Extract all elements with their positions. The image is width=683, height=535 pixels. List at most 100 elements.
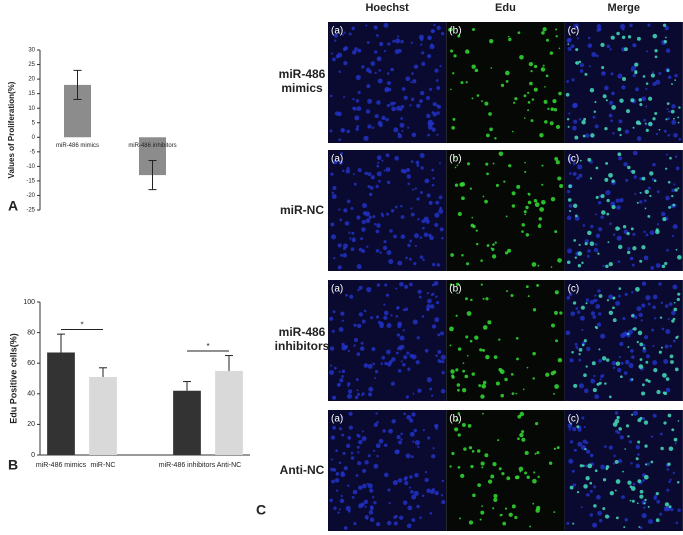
nucleus [370,61,376,66]
nucleus [410,212,415,217]
edu-cell [602,507,606,511]
micrograph: (b) [446,150,565,271]
nucleus [376,155,382,161]
edu-cell [474,335,479,340]
nucleus [578,118,582,121]
edu-cell [662,23,667,27]
edu-cell [626,109,631,114]
nucleus [651,178,655,181]
nucleus [577,164,583,170]
nucleus [346,393,352,399]
edu-cell [597,252,600,255]
nucleus [402,500,408,506]
nucleus [620,361,624,365]
edu-cell [620,375,623,379]
nucleus [393,101,396,105]
nucleus [441,499,446,505]
nucleus [434,490,439,496]
edu-cell [554,384,560,389]
nucleus [419,255,424,259]
y-tick-label: 20 [27,421,35,428]
edu-cell [550,266,553,268]
nucleus [341,369,346,374]
nucleus [624,129,630,134]
edu-cell [626,232,630,236]
edu-cell [573,203,578,208]
nucleus [353,323,357,327]
edu-cell [498,151,504,157]
nucleus [366,287,372,293]
edu-cell [492,243,495,246]
nucleus [340,311,345,316]
nucleus [406,351,410,355]
edu-cell [553,392,555,395]
nucleus [575,307,579,310]
edu-cell [488,112,492,116]
nucleus [576,37,580,40]
edu-cell [523,210,527,214]
nucleus [381,159,384,162]
nucleus [428,233,432,238]
edu-cell [641,176,646,181]
edu-cell [465,297,468,301]
edu-cell [631,378,634,381]
edu-cell [462,362,465,364]
nucleus [598,27,602,32]
nucleus [655,132,659,136]
edu-cell [602,94,607,99]
nucleus [411,412,416,417]
nucleus [436,25,441,31]
edu-cell [662,391,666,395]
nucleus [666,468,670,471]
nucleus [355,74,361,81]
edu-cell [674,79,677,81]
nucleus [405,256,408,260]
nucleus [621,27,625,31]
nucleus [338,508,341,511]
nucleus [628,363,634,369]
edu-cell [545,38,549,42]
edu-cell [515,392,518,395]
nucleus [652,305,656,310]
edu-cell [649,194,652,198]
edu-cell [528,61,534,67]
nucleus [634,87,639,92]
edu-cell [511,130,514,133]
edu-cell [644,207,647,210]
edu-cell [490,474,495,479]
micrograph: (a) [328,410,447,531]
edu-cell [482,297,485,300]
edu-cell [465,81,468,84]
edu-cell [660,446,664,451]
edu-cell [643,502,646,505]
nucleus [425,219,430,224]
edu-cell [524,213,526,216]
edu-cell [583,373,587,378]
edu-cell [634,62,639,67]
edu-cell [659,316,663,319]
nucleus [368,215,372,220]
nucleus [566,521,570,525]
edu-cell [498,367,503,372]
edu-cell [462,369,466,373]
nucleus [429,511,433,515]
edu-cell [580,305,585,310]
nucleus [436,111,440,115]
edu-cell [521,437,526,442]
edu-cell [678,106,681,109]
nucleus [433,281,439,286]
nucleus [572,103,578,109]
micrograph: (b) [446,22,565,143]
nucleus [572,426,577,432]
edu-cell [638,122,642,125]
nucleus [345,293,348,297]
nucleus [342,451,346,455]
nucleus [356,392,361,396]
nucleus [367,98,373,104]
nucleus [576,176,580,180]
edu-cell [610,35,615,40]
nucleus [637,453,640,456]
edu-cell [466,354,469,357]
nucleus [368,386,374,392]
nucleus [341,375,344,378]
